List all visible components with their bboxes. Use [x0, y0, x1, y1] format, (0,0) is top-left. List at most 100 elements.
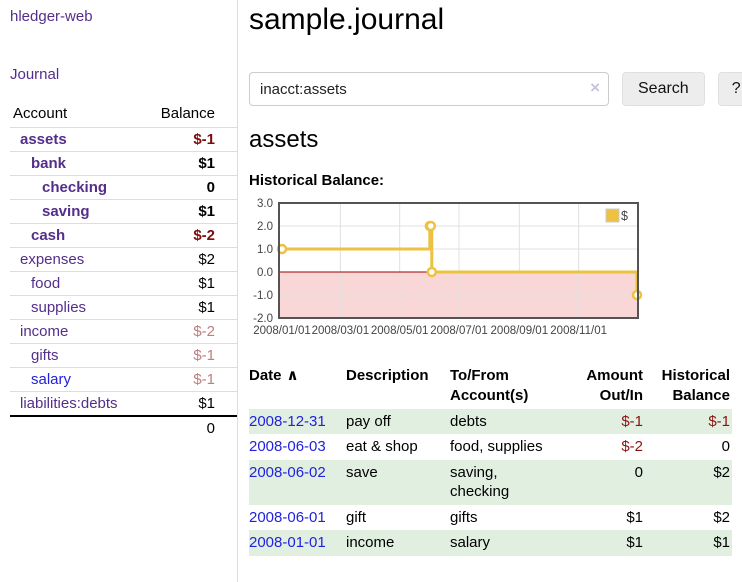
register-description: pay off — [346, 412, 391, 430]
account-link[interactable]: assets — [20, 131, 67, 148]
search-input[interactable] — [249, 72, 609, 106]
account-link[interactable]: income — [20, 323, 69, 340]
accounts-header-account: Account — [10, 102, 141, 128]
account-row: saving $1 — [10, 199, 237, 224]
x-axis-tick-label: 2008/05/01 — [371, 325, 429, 337]
search-button[interactable]: Search — [622, 72, 705, 106]
register-accounts: food, supplies — [450, 438, 543, 455]
register-amount: $-2 — [621, 438, 643, 455]
register-accounts: gifts — [450, 508, 478, 526]
register-description: income — [346, 534, 395, 551]
account-balance: $-1 — [193, 347, 215, 364]
account-balance: $1 — [198, 155, 215, 172]
account-balance: $2 — [198, 251, 215, 268]
accounts-total-row: 0 — [10, 415, 237, 440]
sort-ascending-icon: ∧ — [286, 367, 299, 384]
account-link[interactable]: supplies — [31, 299, 87, 316]
register-balance: $2 — [713, 508, 730, 526]
register-description: eat & shop — [346, 438, 418, 455]
register-amount: $1 — [626, 534, 643, 551]
register-row: 2008-12-31 pay off debts $-1 $-1 — [249, 408, 732, 434]
account-link[interactable]: bank — [31, 155, 67, 172]
legend-label: $ — [621, 209, 628, 223]
register-balance: 0 — [721, 438, 730, 455]
balance-chart: $3.0 2.0 1.0 0.0 -1.0 -2.0 2008/01/01 2008/03/0… — [249, 198, 742, 343]
account-row: income $-2 — [10, 319, 237, 344]
account-balance: 0 — [206, 179, 215, 196]
account-balance: $-1 — [193, 131, 215, 148]
account-row: salary $-1 — [10, 367, 237, 392]
register-accounts: debts — [450, 412, 487, 430]
register-date-link[interactable]: 2008-06-03 — [249, 438, 326, 455]
register-date-link[interactable]: 2008-01-01 — [249, 534, 326, 551]
clear-search-icon[interactable]: × — [590, 78, 600, 97]
account-link[interactable]: cash — [31, 227, 66, 244]
register-header-row: Date ∧ Description To/From Account(s) Amo… — [249, 365, 732, 409]
y-axis-tick-label: 2.0 — [257, 221, 273, 233]
app-title-link[interactable]: hledger-web — [10, 8, 93, 25]
account-link[interactable]: gifts — [31, 347, 59, 364]
accounts-header-row: Account Balance — [10, 102, 237, 128]
y-axis-tick-label: 0.0 — [257, 267, 273, 279]
account-link[interactable]: expenses — [20, 251, 85, 268]
nav-journal-link[interactable]: Journal — [10, 66, 60, 83]
help-button[interactable]: ? — [717, 72, 742, 106]
register-header-date[interactable]: Date ∧ — [249, 367, 299, 384]
accounts-header-balance: Balance — [140, 102, 237, 128]
account-link[interactable]: liabilities:debts — [20, 395, 118, 412]
register-accounts: saving, checking — [450, 463, 510, 501]
y-axis-tick-label: 1.0 — [257, 244, 273, 256]
register-row: 2008-06-03 eat & shop food, supplies $-2 0 — [249, 434, 732, 460]
account-balance: $1 — [198, 203, 215, 220]
data-point-marker — [426, 266, 438, 278]
account-link[interactable]: salary — [31, 371, 72, 388]
account-balance: $-2 — [193, 323, 215, 340]
register-header-description: Description — [346, 367, 429, 384]
register-header-accounts: To/From Account(s) — [450, 367, 529, 405]
register-date-link[interactable]: 2008-12-31 — [249, 412, 326, 430]
register-table: Date ∧ Description To/From Account(s) Amo… — [249, 365, 732, 556]
account-row: gifts $-1 — [10, 343, 237, 368]
accounts-total-value: 0 — [140, 415, 237, 440]
register-balance: $2 — [713, 463, 730, 481]
register-amount: $1 — [626, 508, 643, 526]
account-balance: $1 — [198, 395, 215, 412]
x-axis-tick-label: 2008/01/01 — [253, 325, 311, 337]
y-axis-tick-label: -1.0 — [253, 290, 273, 302]
chart-title: Historical Balance: — [249, 172, 385, 189]
register-date-link[interactable]: 2008-06-01 — [249, 508, 326, 526]
sidebar: hledger-web Journal Account Balance asse… — [0, 0, 238, 582]
data-point-marker — [425, 220, 437, 232]
account-row: liabilities:debts $1 — [10, 391, 237, 417]
register-description: save — [346, 463, 378, 481]
account-link[interactable]: food — [31, 275, 61, 292]
account-row: food $1 — [10, 271, 237, 296]
x-axis-tick-label: 2008/03/01 — [312, 325, 370, 337]
register-header-amount: Amount Out/In — [586, 367, 643, 405]
register-amount: 0 — [634, 463, 643, 481]
account-row: supplies $1 — [10, 295, 237, 320]
account-link[interactable]: saving — [42, 203, 90, 220]
account-balance: $1 — [198, 275, 215, 292]
account-balance: $1 — [198, 299, 215, 316]
register-date-link[interactable]: 2008-06-02 — [249, 463, 326, 481]
register-amount: $-1 — [621, 412, 643, 430]
account-row: checking 0 — [10, 175, 237, 200]
register-balance: $-1 — [708, 412, 730, 430]
account-row: assets $-1 — [10, 127, 237, 152]
x-axis-tick-label: 2008/07/01 — [430, 325, 488, 337]
register-row: 2008-06-02 save saving, checking 0 $2 — [249, 459, 732, 505]
y-axis-tick-label: -2.0 — [253, 313, 273, 325]
accounts-table: Account Balance assets $-1 bank $1 checking 0… — [10, 102, 237, 440]
register-header-balance: Historical Balance — [661, 367, 730, 405]
search-bar: × Search ? — [249, 72, 742, 106]
register-accounts: salary — [450, 534, 491, 551]
account-balance: $-1 — [193, 371, 215, 388]
account-link[interactable]: checking — [42, 179, 108, 196]
register-row: 2008-01-01 income salary $1 $1 — [249, 530, 732, 556]
account-row: cash $-2 — [10, 223, 237, 248]
legend-swatch — [605, 208, 620, 223]
register-row: 2008-06-01 gift gifts $1 $2 — [249, 505, 732, 531]
